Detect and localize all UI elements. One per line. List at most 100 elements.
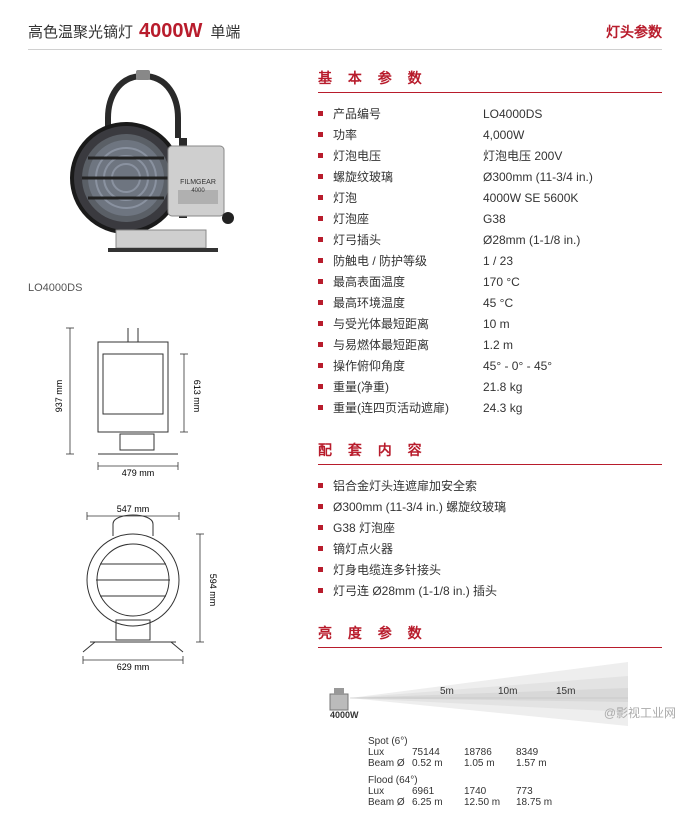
spec-value: 灯泡电压 200V — [483, 147, 562, 164]
spec-label: 与易燃体最短距离 — [333, 336, 483, 353]
accessory-text: 镝灯点火器 — [333, 540, 393, 557]
bullet-icon — [318, 588, 323, 593]
spec-value: LO4000DS — [483, 107, 542, 121]
spec-value: 1 / 23 — [483, 254, 513, 268]
left-column: FILMGEAR 4000 LO4000DS — [28, 68, 288, 808]
spec-value: 170 °C — [483, 275, 520, 289]
dim-front-bw: 629 mm — [117, 662, 150, 672]
beam-power: 4000W — [330, 710, 359, 720]
spec-row: 灯泡4000W SE 5600K — [318, 187, 662, 208]
spec-list: 产品编号LO4000DS功率4,000W灯泡电压灯泡电压 200V螺旋纹玻璃Ø3… — [318, 103, 662, 418]
bullet-icon — [318, 363, 323, 368]
beam-d2: 10m — [498, 686, 517, 697]
specs-title: 基 本 参 数 — [318, 68, 662, 93]
beam-d1: 5m — [440, 686, 454, 697]
header-suffix: 单端 — [210, 21, 240, 42]
spec-label: 灯泡电压 — [333, 147, 483, 164]
spot-lux-row: Lux 75144 18786 8349 — [368, 747, 662, 758]
dimension-front: 547 mm 594 mm 629 mm — [28, 502, 288, 672]
bullet-icon — [318, 342, 323, 347]
spec-row: 与易燃体最短距离1.2 m — [318, 334, 662, 355]
accessory-row: G38 灯泡座 — [318, 517, 662, 538]
right-column: 基 本 参 数 产品编号LO4000DS功率4,000W灯泡电压灯泡电压 200… — [288, 68, 662, 808]
bullet-icon — [318, 384, 323, 389]
beam-section: 5m 10m 15m 4000W Spot (6°) Lux 75144 187… — [318, 658, 662, 808]
bullet-icon — [318, 195, 323, 200]
flood-lux-row: Lux 6961 1740 773 — [368, 786, 662, 797]
header-model: 4000W — [139, 20, 202, 43]
spec-row: 灯弓插头Ø28mm (1-1/8 in.) — [318, 229, 662, 250]
spec-value: 45° - 0° - 45° — [483, 359, 552, 373]
beam-tables: Spot (6°) Lux 75144 18786 8349 Beam Ø 0.… — [318, 736, 662, 808]
spec-row: 防触电 / 防护等级1 / 23 — [318, 250, 662, 271]
accessory-text: 灯弓连 Ø28mm (1-1/8 in.) 插头 — [333, 582, 497, 599]
bullet-icon — [318, 321, 323, 326]
spec-row: 灯泡座G38 — [318, 208, 662, 229]
spec-row: 重量(净重)21.8 kg — [318, 376, 662, 397]
spec-value: 45 °C — [483, 296, 513, 310]
spec-label: 灯弓插头 — [333, 231, 483, 248]
dimension-side: 937 mm 613 mm 479 mm — [28, 318, 288, 478]
spec-label: 重量(连四页活动遮扉) — [333, 399, 483, 416]
spot-beam-row: Beam Ø 0.52 m 1.05 m 1.57 m — [368, 758, 662, 769]
bullet-icon — [318, 174, 323, 179]
header-title: 高色温聚光镝灯 — [28, 21, 133, 42]
spec-value: 4,000W — [483, 128, 524, 142]
bullet-icon — [318, 405, 323, 410]
page-header: 高色温聚光镝灯 4000W 单端 灯头参数 — [28, 20, 662, 50]
spec-row: 操作俯仰角度45° - 0° - 45° — [318, 355, 662, 376]
spec-row: 与受光体最短距离10 m — [318, 313, 662, 334]
dim-side-w: 479 mm — [122, 468, 155, 478]
bullet-icon — [318, 132, 323, 137]
spec-value: Ø28mm (1-1/8 in.) — [483, 233, 580, 247]
spec-value: 21.8 kg — [483, 380, 522, 394]
spec-row: 重量(连四页活动遮扉)24.3 kg — [318, 397, 662, 418]
bullet-icon — [318, 279, 323, 284]
product-photo: FILMGEAR 4000 — [28, 68, 258, 278]
brightness-title: 亮 度 参 数 — [318, 623, 662, 648]
bullet-icon — [318, 216, 323, 221]
bullet-icon — [318, 153, 323, 158]
bullet-icon — [318, 525, 323, 530]
spec-row: 灯泡电压灯泡电压 200V — [318, 145, 662, 166]
beam-d3: 15m — [556, 686, 575, 697]
spec-row: 螺旋纹玻璃Ø300mm (11-3/4 in.) — [318, 166, 662, 187]
accessory-text: 铝合金灯头连遮扉加安全索 — [333, 477, 477, 494]
accessories-title: 配 套 内 容 — [318, 440, 662, 465]
spec-value: G38 — [483, 212, 506, 226]
bullet-icon — [318, 300, 323, 305]
watermark: @影视工业网 — [604, 704, 676, 721]
spec-value: 24.3 kg — [483, 401, 522, 415]
bullet-icon — [318, 237, 323, 242]
bullet-icon — [318, 504, 323, 509]
svg-text:4000: 4000 — [191, 188, 205, 194]
spec-label: 与受光体最短距离 — [333, 315, 483, 332]
accessory-text: G38 灯泡座 — [333, 519, 395, 536]
spec-label: 灯泡座 — [333, 210, 483, 227]
spec-label: 最高表面温度 — [333, 273, 483, 290]
spec-value: 1.2 m — [483, 338, 513, 352]
accessory-row: Ø300mm (11-3/4 in.) 螺旋纹玻璃 — [318, 496, 662, 517]
spec-row: 产品编号LO4000DS — [318, 103, 662, 124]
accessory-row: 镝灯点火器 — [318, 538, 662, 559]
spec-label: 灯泡 — [333, 189, 483, 206]
bullet-icon — [318, 258, 323, 263]
dim-side-h: 937 mm — [54, 380, 64, 413]
bullet-icon — [318, 567, 323, 572]
dim-front-h: 594 mm — [208, 574, 218, 607]
spec-label: 产品编号 — [333, 105, 483, 122]
accessory-row: 灯弓连 Ø28mm (1-1/8 in.) 插头 — [318, 580, 662, 601]
flood-beam-row: Beam Ø 6.25 m 12.50 m 18.75 m — [368, 797, 662, 808]
spec-value: Ø300mm (11-3/4 in.) — [483, 170, 593, 184]
accessories-list: 铝合金灯头连遮扉加安全索 Ø300mm (11-3/4 in.) 螺旋纹玻璃 G38… — [318, 475, 662, 601]
spec-value: 4000W SE 5600K — [483, 191, 578, 205]
spec-row: 最高表面温度170 °C — [318, 271, 662, 292]
accessory-text: Ø300mm (11-3/4 in.) 螺旋纹玻璃 — [333, 498, 506, 515]
spec-label: 防触电 / 防护等级 — [333, 252, 483, 269]
spec-value: 10 m — [483, 317, 510, 331]
spec-label: 重量(净重) — [333, 378, 483, 395]
accessory-row: 灯身电缆连多针接头 — [318, 559, 662, 580]
spec-row: 最高环境温度45 °C — [318, 292, 662, 313]
flood-title: Flood (64°) — [368, 775, 662, 786]
accessory-row: 铝合金灯头连遮扉加安全索 — [318, 475, 662, 496]
